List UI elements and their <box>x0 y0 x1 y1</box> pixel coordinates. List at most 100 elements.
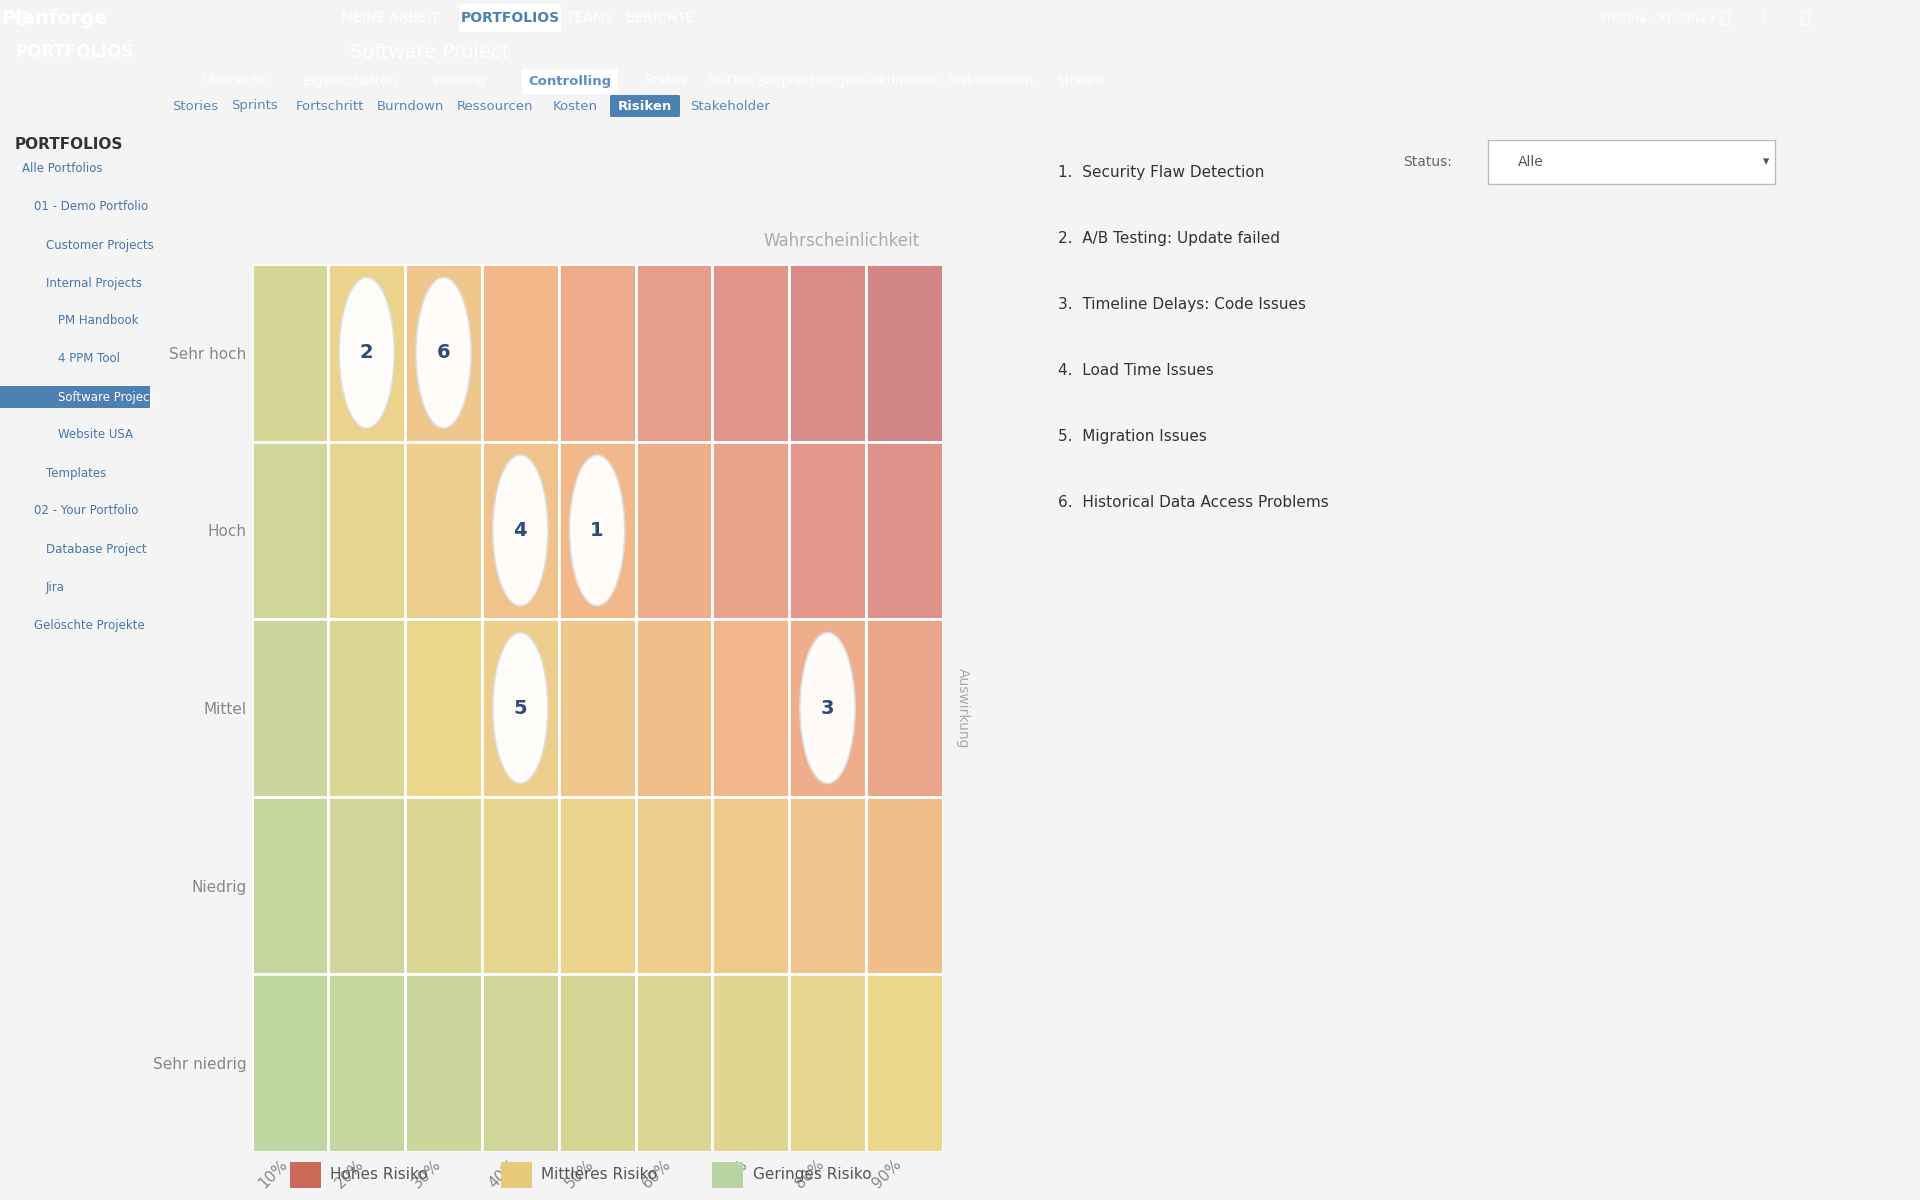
Text: PORTFOLIOS: PORTFOLIOS <box>15 137 123 152</box>
Text: Database Project: Database Project <box>46 542 146 556</box>
Text: 5: 5 <box>513 698 528 718</box>
FancyBboxPatch shape <box>459 4 561 32</box>
Text: 3: 3 <box>820 698 835 718</box>
Bar <box>712 442 789 619</box>
Text: To-Dos: To-Dos <box>708 74 753 88</box>
Text: Eigenschaften: Eigenschaften <box>303 74 397 88</box>
FancyBboxPatch shape <box>522 68 618 94</box>
Bar <box>405 442 482 619</box>
Text: Besprechungen: Besprechungen <box>758 74 862 88</box>
Bar <box>405 264 482 442</box>
Text: 4 PPM Tool: 4 PPM Tool <box>58 353 119 366</box>
Text: Planforge: Planforge <box>2 8 108 28</box>
Bar <box>636 797 712 974</box>
Bar <box>789 797 866 974</box>
Bar <box>789 442 866 619</box>
Ellipse shape <box>417 277 470 428</box>
Text: Übersicht: Übersicht <box>204 74 267 88</box>
Bar <box>252 264 328 442</box>
Text: PORTFOLIOS: PORTFOLIOS <box>461 11 559 25</box>
Bar <box>636 974 712 1152</box>
Text: Auswirkung: Auswirkung <box>956 667 970 749</box>
Text: Mittleres Risiko: Mittleres Risiko <box>541 1168 659 1182</box>
Bar <box>482 974 559 1152</box>
Text: 4: 4 <box>513 521 528 540</box>
Text: 5.  Migration Issues: 5. Migration Issues <box>1058 428 1208 444</box>
Bar <box>789 619 866 797</box>
FancyBboxPatch shape <box>611 94 680 118</box>
Text: MEINE ARBEIT: MEINE ARBEIT <box>342 11 440 25</box>
Bar <box>789 974 866 1152</box>
Text: Stream: Stream <box>1056 74 1104 88</box>
Bar <box>559 442 636 619</box>
Bar <box>712 974 789 1152</box>
Bar <box>866 797 943 974</box>
Bar <box>482 442 559 619</box>
Ellipse shape <box>570 455 624 606</box>
Text: Customer Projects: Customer Projects <box>46 239 154 252</box>
Bar <box>559 974 636 1152</box>
Text: 02 - Your Portfolio: 02 - Your Portfolio <box>35 504 138 517</box>
Text: Jira: Jira <box>46 581 65 594</box>
Text: Alle Portfolios: Alle Portfolios <box>21 162 102 175</box>
Bar <box>636 264 712 442</box>
Text: ▾: ▾ <box>1763 156 1768 168</box>
Text: kristina - Kristina ▾: kristina - Kristina ▾ <box>1599 12 1716 24</box>
Bar <box>328 264 405 442</box>
Text: Website USA: Website USA <box>58 428 132 442</box>
Bar <box>328 797 405 974</box>
Bar <box>328 619 405 797</box>
Text: Dokumente: Dokumente <box>862 74 939 88</box>
Text: Fortschritt: Fortschritt <box>296 100 365 113</box>
Bar <box>559 797 636 974</box>
Text: Hohes Risiko: Hohes Risiko <box>330 1168 428 1182</box>
Text: Ressourcen: Ressourcen <box>457 100 534 113</box>
Text: ⊙: ⊙ <box>13 8 31 28</box>
Text: Risiken: Risiken <box>618 100 672 113</box>
Bar <box>866 619 943 797</box>
Text: Templates: Templates <box>46 467 106 480</box>
Bar <box>636 442 712 619</box>
Text: 6: 6 <box>436 343 451 362</box>
Bar <box>559 619 636 797</box>
Text: Planung: Planung <box>434 74 488 88</box>
Bar <box>328 974 405 1152</box>
Bar <box>252 442 328 619</box>
Text: Internal Projects: Internal Projects <box>46 276 142 289</box>
Bar <box>252 797 328 974</box>
Text: 2: 2 <box>359 343 374 362</box>
Bar <box>0 386 150 408</box>
Text: ⌕: ⌕ <box>1801 11 1809 25</box>
Text: 2.  A/B Testing: Update failed: 2. A/B Testing: Update failed <box>1058 230 1281 246</box>
Ellipse shape <box>493 455 547 606</box>
Bar <box>405 797 482 974</box>
Bar <box>866 264 943 442</box>
Text: PM Handbook: PM Handbook <box>58 314 138 328</box>
Bar <box>482 619 559 797</box>
Text: ?: ? <box>1761 11 1768 25</box>
Text: TEAMS: TEAMS <box>566 11 614 25</box>
Text: Stakeholder: Stakeholder <box>689 100 770 113</box>
Text: 1: 1 <box>589 521 605 540</box>
Bar <box>866 974 943 1152</box>
Bar <box>405 974 482 1152</box>
Bar <box>866 442 943 619</box>
Bar <box>712 264 789 442</box>
Bar <box>559 264 636 442</box>
Text: 4.  Load Time Issues: 4. Load Time Issues <box>1058 362 1213 378</box>
Text: Stories: Stories <box>173 100 219 113</box>
Bar <box>482 264 559 442</box>
Text: Wahrscheinlichkeit: Wahrscheinlichkeit <box>764 232 920 250</box>
Text: Software Project: Software Project <box>349 42 509 61</box>
Text: Status:: Status: <box>1404 155 1452 169</box>
Bar <box>789 264 866 442</box>
Bar <box>712 619 789 797</box>
Ellipse shape <box>493 632 547 784</box>
Text: 6.  Historical Data Access Problems: 6. Historical Data Access Problems <box>1058 494 1329 510</box>
Text: Geringes Risiko: Geringes Risiko <box>753 1168 872 1182</box>
FancyBboxPatch shape <box>1488 140 1776 184</box>
Text: Diskussionen: Diskussionen <box>947 74 1033 88</box>
Bar <box>712 797 789 974</box>
Text: Software Project: Software Project <box>58 390 154 403</box>
Text: 01 - Demo Portfolio: 01 - Demo Portfolio <box>35 200 148 214</box>
